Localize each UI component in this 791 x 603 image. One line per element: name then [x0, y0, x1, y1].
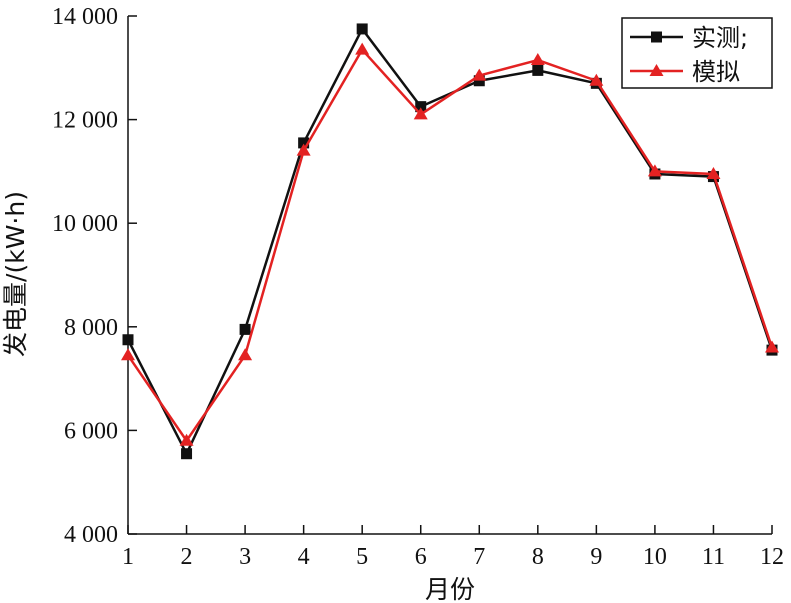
data-point [413, 107, 428, 120]
x-tick-label: 12 [760, 544, 784, 570]
x-tick-label: 5 [356, 544, 368, 570]
x-tick-label: 2 [181, 544, 193, 570]
data-point [355, 42, 370, 55]
data-point [706, 166, 721, 179]
y-tick-label: 8 000 [64, 315, 118, 341]
legend-marker [649, 64, 664, 76]
y-tick-label: 6 000 [64, 418, 118, 444]
legend: 实测; 模拟 [621, 17, 773, 89]
legend-label: 实测; [692, 24, 748, 52]
data-point [415, 101, 427, 113]
series-layer [121, 23, 779, 460]
data-point [589, 73, 604, 86]
data-point [472, 68, 487, 81]
x-tick-label: 9 [590, 544, 602, 570]
data-point [179, 433, 194, 446]
data-point [647, 164, 662, 177]
x-tick-label: 11 [702, 544, 725, 570]
y-tick-label: 14 000 [52, 4, 118, 30]
series-measured [122, 23, 778, 460]
y-axis-title: 发电量/(kW·h) [1, 191, 30, 357]
legend-item: 模拟 [630, 58, 740, 86]
series-line [126, 27, 774, 455]
data-point [238, 348, 253, 361]
data-point [473, 75, 485, 87]
x-tick-label: 6 [415, 544, 427, 570]
x-tick-label: 10 [643, 544, 667, 570]
x-axis: 1 2 3 4 5 6 7 8 9 10 11 12 [122, 525, 784, 570]
legend-box [621, 17, 773, 89]
data-point [298, 137, 310, 149]
data-point [532, 64, 544, 76]
x-tick-label: 3 [239, 544, 251, 570]
y-tick-label: 12 000 [52, 108, 118, 134]
data-point [181, 448, 193, 460]
series-line [126, 48, 774, 443]
legend-label: 模拟 [692, 58, 740, 86]
data-point [356, 23, 368, 35]
data-point [239, 323, 251, 335]
x-tick-label: 7 [473, 544, 485, 570]
data-point [530, 53, 545, 66]
legend-item: 实测; [630, 24, 748, 52]
x-tick-label: 8 [532, 544, 544, 570]
legend-marker [651, 31, 662, 43]
y-axis: 4 000 6 000 8 000 10 000 12 000 14 000 [52, 4, 137, 548]
y-tick-label: 10 000 [52, 211, 118, 237]
data-point [121, 348, 135, 361]
y-tick-label: 4 000 [64, 522, 118, 548]
data-point [765, 340, 779, 353]
data-point [296, 143, 311, 156]
x-tick-label: 4 [298, 544, 310, 570]
series-simulated [121, 42, 779, 446]
data-point [122, 334, 134, 346]
x-axis-title: 月份 [425, 575, 475, 603]
x-tick-label: 1 [122, 544, 134, 570]
